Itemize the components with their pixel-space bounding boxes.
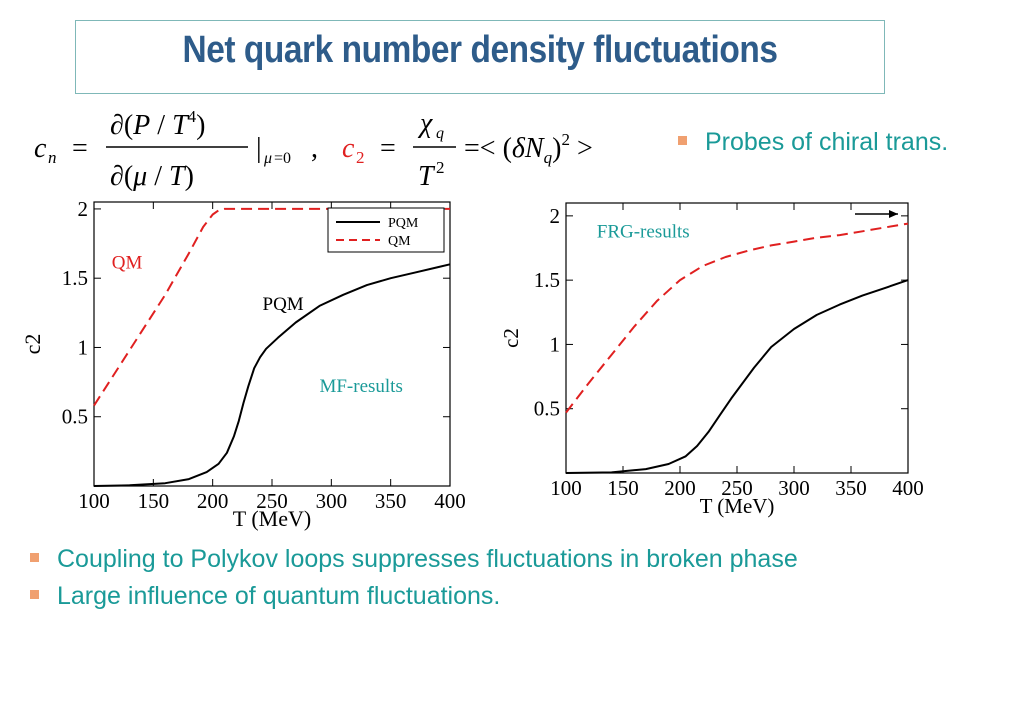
svg-text:χ: χ [417, 108, 433, 139]
svg-text:=< (δNq)2 >: =< (δNq)2 > [464, 130, 593, 167]
annotation-label: PQM [263, 294, 304, 315]
arrow-head-icon [889, 210, 898, 218]
svg-text:=: = [72, 133, 88, 164]
bullet-square-icon [30, 552, 39, 562]
svg-text:∂(μ / T): ∂(μ / T) [110, 161, 194, 192]
bullet-square-icon [30, 589, 39, 599]
y-tick-label: 2 [550, 204, 561, 228]
legend-box [327, 207, 445, 253]
bullet-square-icon [678, 135, 687, 145]
x-axis-label: T (MeV) [233, 506, 311, 531]
svg-text:c: c [342, 133, 355, 164]
y-axis-label: c2 [20, 334, 45, 355]
svg-text:c: c [34, 133, 47, 164]
chart-frg-results: 100 150 200 250 300 350 400 0.5 1 1.5 2 T (MeV) c2 FR… [500, 202, 924, 518]
x-tick-label: 350 [375, 489, 407, 513]
bullet-item: Large influence of quantum fluctuations. [30, 582, 798, 611]
x-tick-label: 350 [835, 476, 867, 500]
svg-text:=0: =0 [274, 150, 291, 167]
x-tick-label: 300 [778, 476, 810, 500]
svg-text:n: n [48, 148, 57, 167]
bullet-item: Coupling to Polykov loops suppresses flu… [30, 545, 798, 574]
x-tick-label: 400 [892, 476, 924, 500]
x-tick-label: 200 [197, 489, 229, 513]
annotation-label: MF-results [319, 376, 402, 397]
legend-label: PQM [388, 216, 419, 231]
x-tick-label: 300 [316, 489, 348, 513]
x-tick-label: 150 [607, 476, 639, 500]
annotation-label: QM [112, 252, 143, 273]
y-tick-label: 0.5 [534, 397, 560, 421]
y-tick-label: 1.5 [62, 266, 88, 290]
svg-text:T: T [418, 161, 436, 192]
y-axis-label: c2 [500, 328, 523, 348]
y-tick-label: 2 [78, 197, 89, 221]
svg-text:2: 2 [356, 148, 365, 167]
x-axis-label: T (MeV) [700, 494, 775, 518]
x-tick-label: 150 [138, 489, 170, 513]
x-tick-label: 250 [721, 476, 753, 500]
svg-text:|: | [256, 133, 262, 164]
x-tick-label: 200 [664, 476, 696, 500]
y-tick-label: 1.5 [534, 268, 560, 292]
x-tick-label: 250 [256, 489, 288, 513]
qm-dashed-line [565, 222, 909, 414]
svg-text:μ: μ [263, 150, 272, 167]
x-tick-label: 400 [434, 489, 466, 513]
title-box: Net quark number density fluctuations [75, 20, 885, 94]
chart-mf-results: 100 150 200 250 300 350 400 0.5 1 1.5 2 T (MeV) c2 QM… [20, 197, 466, 531]
bullet-text: Large influence of quantum fluctuations. [57, 582, 501, 610]
x-tick-label: 100 [550, 476, 582, 500]
x-tick-label: 100 [78, 489, 110, 513]
svg-text:q: q [436, 125, 444, 142]
pqm-solid-line [565, 279, 909, 474]
probe-text: Probes of chiral trans. [705, 128, 949, 156]
legend-label: QM [388, 234, 411, 249]
plot-frame [565, 202, 909, 474]
bullet-list: Coupling to Polykov loops suppresses flu… [30, 545, 798, 619]
y-tick-label: 0.5 [62, 405, 88, 429]
svg-text:2: 2 [436, 158, 445, 177]
annotation-label: FRG-results [597, 222, 690, 243]
svg-text:,: , [311, 133, 318, 164]
pqm-solid-line [93, 263, 451, 487]
y-tick-label: 1 [78, 335, 89, 359]
page-title: Net quark number density fluctuations [182, 29, 778, 71]
y-tick-label: 1 [550, 332, 561, 356]
bullet-text: Coupling to Polykov loops suppresses flu… [57, 545, 798, 573]
svg-text:=: = [380, 133, 396, 164]
svg-text:∂(P / T4): ∂(P / T4) [110, 107, 205, 141]
probe-text-row: Probes of chiral trans. [678, 128, 948, 157]
